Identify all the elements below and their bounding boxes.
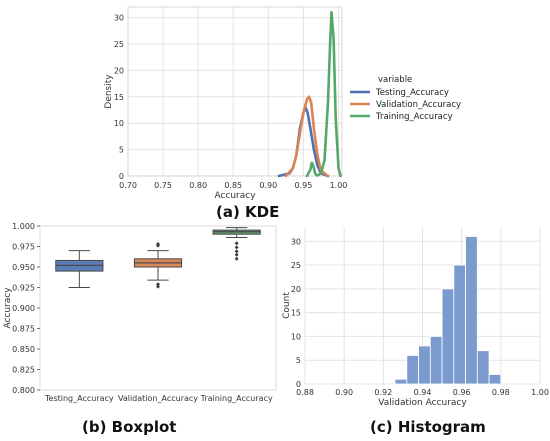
caption-histogram: (c) Histogram (370, 418, 486, 436)
boxplot-outlier (156, 282, 160, 287)
boxplot-y-tick-label: 0.875 (12, 325, 35, 334)
histogram-bar (418, 345, 431, 385)
boxplot-y-tick-label: 0.975 (12, 243, 35, 252)
kde-y-tick-label: 10 (114, 119, 124, 128)
histogram-bar (441, 288, 455, 385)
kde-x-tick-label: 0.70 (119, 181, 137, 190)
histogram-x-tick-label: 1.00 (531, 388, 549, 397)
histogram-x-tick-label: 0.92 (374, 388, 392, 397)
caption-boxplot: (b) Boxplot (82, 418, 177, 436)
histogram-y-tick-label: 15 (291, 309, 301, 318)
histogram-bar (465, 236, 478, 385)
boxplot-y-tick-label: 1.000 (12, 222, 35, 231)
kde-legend-entry: Validation_Accuracy (376, 100, 461, 110)
boxplot-outlier (234, 252, 239, 257)
boxplot-outlier (156, 284, 160, 289)
boxplot-outlier (156, 242, 160, 247)
histogram-x-axis-label: Validation Accuracy (378, 398, 467, 408)
histogram-y-tick-label: 25 (291, 261, 301, 270)
boxplot-outlier (234, 241, 239, 246)
kde-chart: 0.70 0.75 0.80 0.85 0.90 0.95 1.00 0 5 10 15 20 25 30… (104, 6, 461, 201)
histogram-y-tick-label: 10 (291, 332, 301, 341)
kde-x-axis-label: Accuracy (214, 191, 256, 201)
histogram-bar (406, 355, 419, 385)
kde-plot-area (128, 7, 342, 176)
kde-x-tick-label: 0.95 (295, 181, 313, 190)
kde-x-tick-label: 0.90 (259, 181, 277, 190)
boxplot-y-tick-label: 0.900 (12, 304, 35, 313)
histogram-y-axis-label: Count (282, 292, 292, 319)
histogram-y-tick-label: 30 (291, 237, 301, 246)
boxplot-category-label: Training_Accuracy (200, 394, 273, 403)
boxplot-y-tick-label: 0.800 (12, 386, 35, 395)
histogram-x-tick-label: 0.88 (296, 388, 314, 397)
boxplot-category-label: Testing_Accuracy (44, 394, 114, 403)
kde-x-tick-label: 0.75 (154, 181, 172, 190)
kde-legend-title: variable (378, 75, 412, 85)
histogram-x-tick-label: 0.98 (492, 388, 510, 397)
kde-y-tick-label: 25 (114, 40, 124, 49)
histogram-x-tick-label: 0.90 (335, 388, 353, 397)
boxplot-y-axis-label: Accuracy (3, 287, 13, 329)
boxplot-y-tick-label: 0.950 (12, 263, 35, 272)
histogram-x-tick-label: 0.96 (453, 388, 471, 397)
kde-y-tick-label: 20 (114, 66, 124, 75)
kde-series-line (305, 11, 342, 178)
kde-y-tick-label: 0 (119, 172, 124, 181)
histogram-bar (453, 264, 466, 385)
histogram-y-tick-label: 20 (291, 285, 301, 294)
caption-kde: (a) KDE (216, 203, 280, 221)
histogram-bar (429, 336, 443, 385)
kde-x-tick-label: 1.00 (330, 181, 348, 190)
histogram-bar (488, 374, 502, 385)
histogram-x-tick-label: 0.94 (414, 388, 432, 397)
histogram-bar (394, 378, 408, 385)
boxplot-y-tick-label: 0.850 (12, 345, 35, 354)
boxplot-y-tick-label: 0.925 (12, 284, 35, 293)
kde-y-axis-label: Density (104, 74, 114, 109)
boxplot-outlier (234, 245, 239, 250)
boxplot-y-tick-label: 0.825 (12, 366, 35, 375)
boxplot-category-label: Validation_Accuracy (118, 394, 198, 403)
histogram-y-tick-label: 5 (296, 356, 301, 365)
kde-legend-entry: Training_Accuracy (375, 112, 453, 122)
kde-y-tick-label: 15 (114, 93, 124, 102)
kde-y-tick-label: 30 (114, 14, 124, 23)
histogram-bar (476, 350, 490, 385)
kde-x-tick-label: 0.85 (224, 181, 242, 190)
boxplot-chart: 0.800 0.825 0.850 0.875 0.900 0.925 0.950 0.975… (3, 222, 277, 403)
boxplot-outlier (234, 249, 239, 254)
histogram-chart: 0.88 0.90 0.92 0.94 0.96 0.98 1.00 0 5 10 15 20 25 30… (282, 227, 549, 408)
kde-y-tick-label: 5 (119, 146, 124, 155)
boxplot-outlier (234, 256, 239, 261)
kde-series-line (284, 95, 330, 178)
histogram-y-tick-label: 0 (296, 380, 301, 389)
kde-plot-frame (127, 6, 343, 177)
kde-legend-entry: Testing_Accuracy (375, 88, 449, 98)
kde-x-tick-label: 0.80 (189, 181, 207, 190)
